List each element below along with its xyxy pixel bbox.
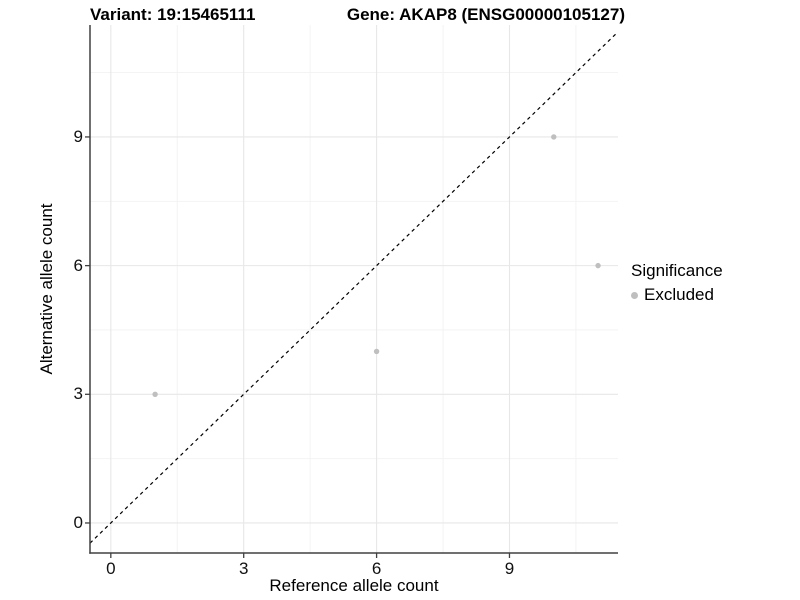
- data-point: [595, 262, 601, 269]
- x-tick-label: 9: [504, 559, 515, 578]
- x-tick-label: 0: [106, 559, 116, 578]
- y-tick-label: 3: [73, 384, 83, 404]
- y-tick-label: 0: [73, 512, 83, 532]
- plot-title: Variant: 19:15465111 Gene: AKAP8 (ENSG00…: [90, 5, 625, 25]
- legend: Significance Excluded: [631, 261, 723, 305]
- y-axis-title: Alternative allele count: [37, 203, 56, 375]
- y-tick-label: 6: [73, 255, 83, 275]
- identity-line: [89, 31, 619, 544]
- x-tick-label: 6: [371, 559, 382, 578]
- x-tick-label: 3: [238, 559, 249, 578]
- legend-point-icon: [631, 291, 638, 299]
- legend-item-excluded: Excluded: [631, 285, 723, 305]
- data-point: [152, 391, 158, 397]
- data-point: [373, 348, 380, 355]
- plot-title-variant: Variant: 19:15465111: [90, 5, 256, 24]
- y-tick-label: 9: [73, 126, 83, 146]
- legend-item-label: Excluded: [644, 285, 714, 304]
- plot-title-gene: Gene: AKAP8 (ENSG00000105127): [346, 5, 625, 24]
- x-axis-title: Reference allele count: [269, 576, 439, 595]
- data-point: [551, 134, 557, 140]
- legend-title: Significance: [631, 261, 723, 280]
